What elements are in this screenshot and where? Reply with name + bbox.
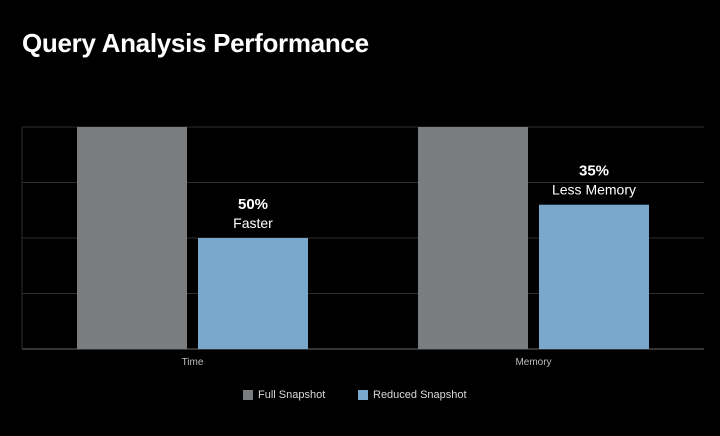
annotation-value: 35%: [579, 163, 609, 180]
legend-item-full: Full Snapshot: [243, 389, 325, 401]
annotation-value: 50%: [238, 196, 268, 213]
annotation-text: Faster: [233, 215, 273, 231]
x-tick-label: Time: [182, 357, 204, 368]
x-tick-label: Memory: [515, 357, 551, 368]
legend-label-full: Full Snapshot: [258, 389, 326, 401]
bar-memory-reduced: [539, 204, 649, 349]
bar-time-full: [77, 127, 187, 349]
bar-chart: 50% Faster Time 35% Less Memory Memory: [21, 126, 704, 368]
annotation-text: Less Memory: [552, 182, 636, 198]
legend-item-reduced: Reduced Snapshot: [358, 389, 467, 401]
bar-time-reduced: [198, 238, 308, 349]
legend: Full Snapshot Reduced Snapshot: [0, 389, 720, 405]
chart-title: Query Analysis Performance: [22, 28, 369, 58]
bar-memory-full: [418, 127, 528, 349]
legend-swatch-reduced: [358, 390, 368, 400]
legend-label-reduced: Reduced Snapshot: [373, 389, 467, 401]
legend-swatch-full: [243, 390, 253, 400]
